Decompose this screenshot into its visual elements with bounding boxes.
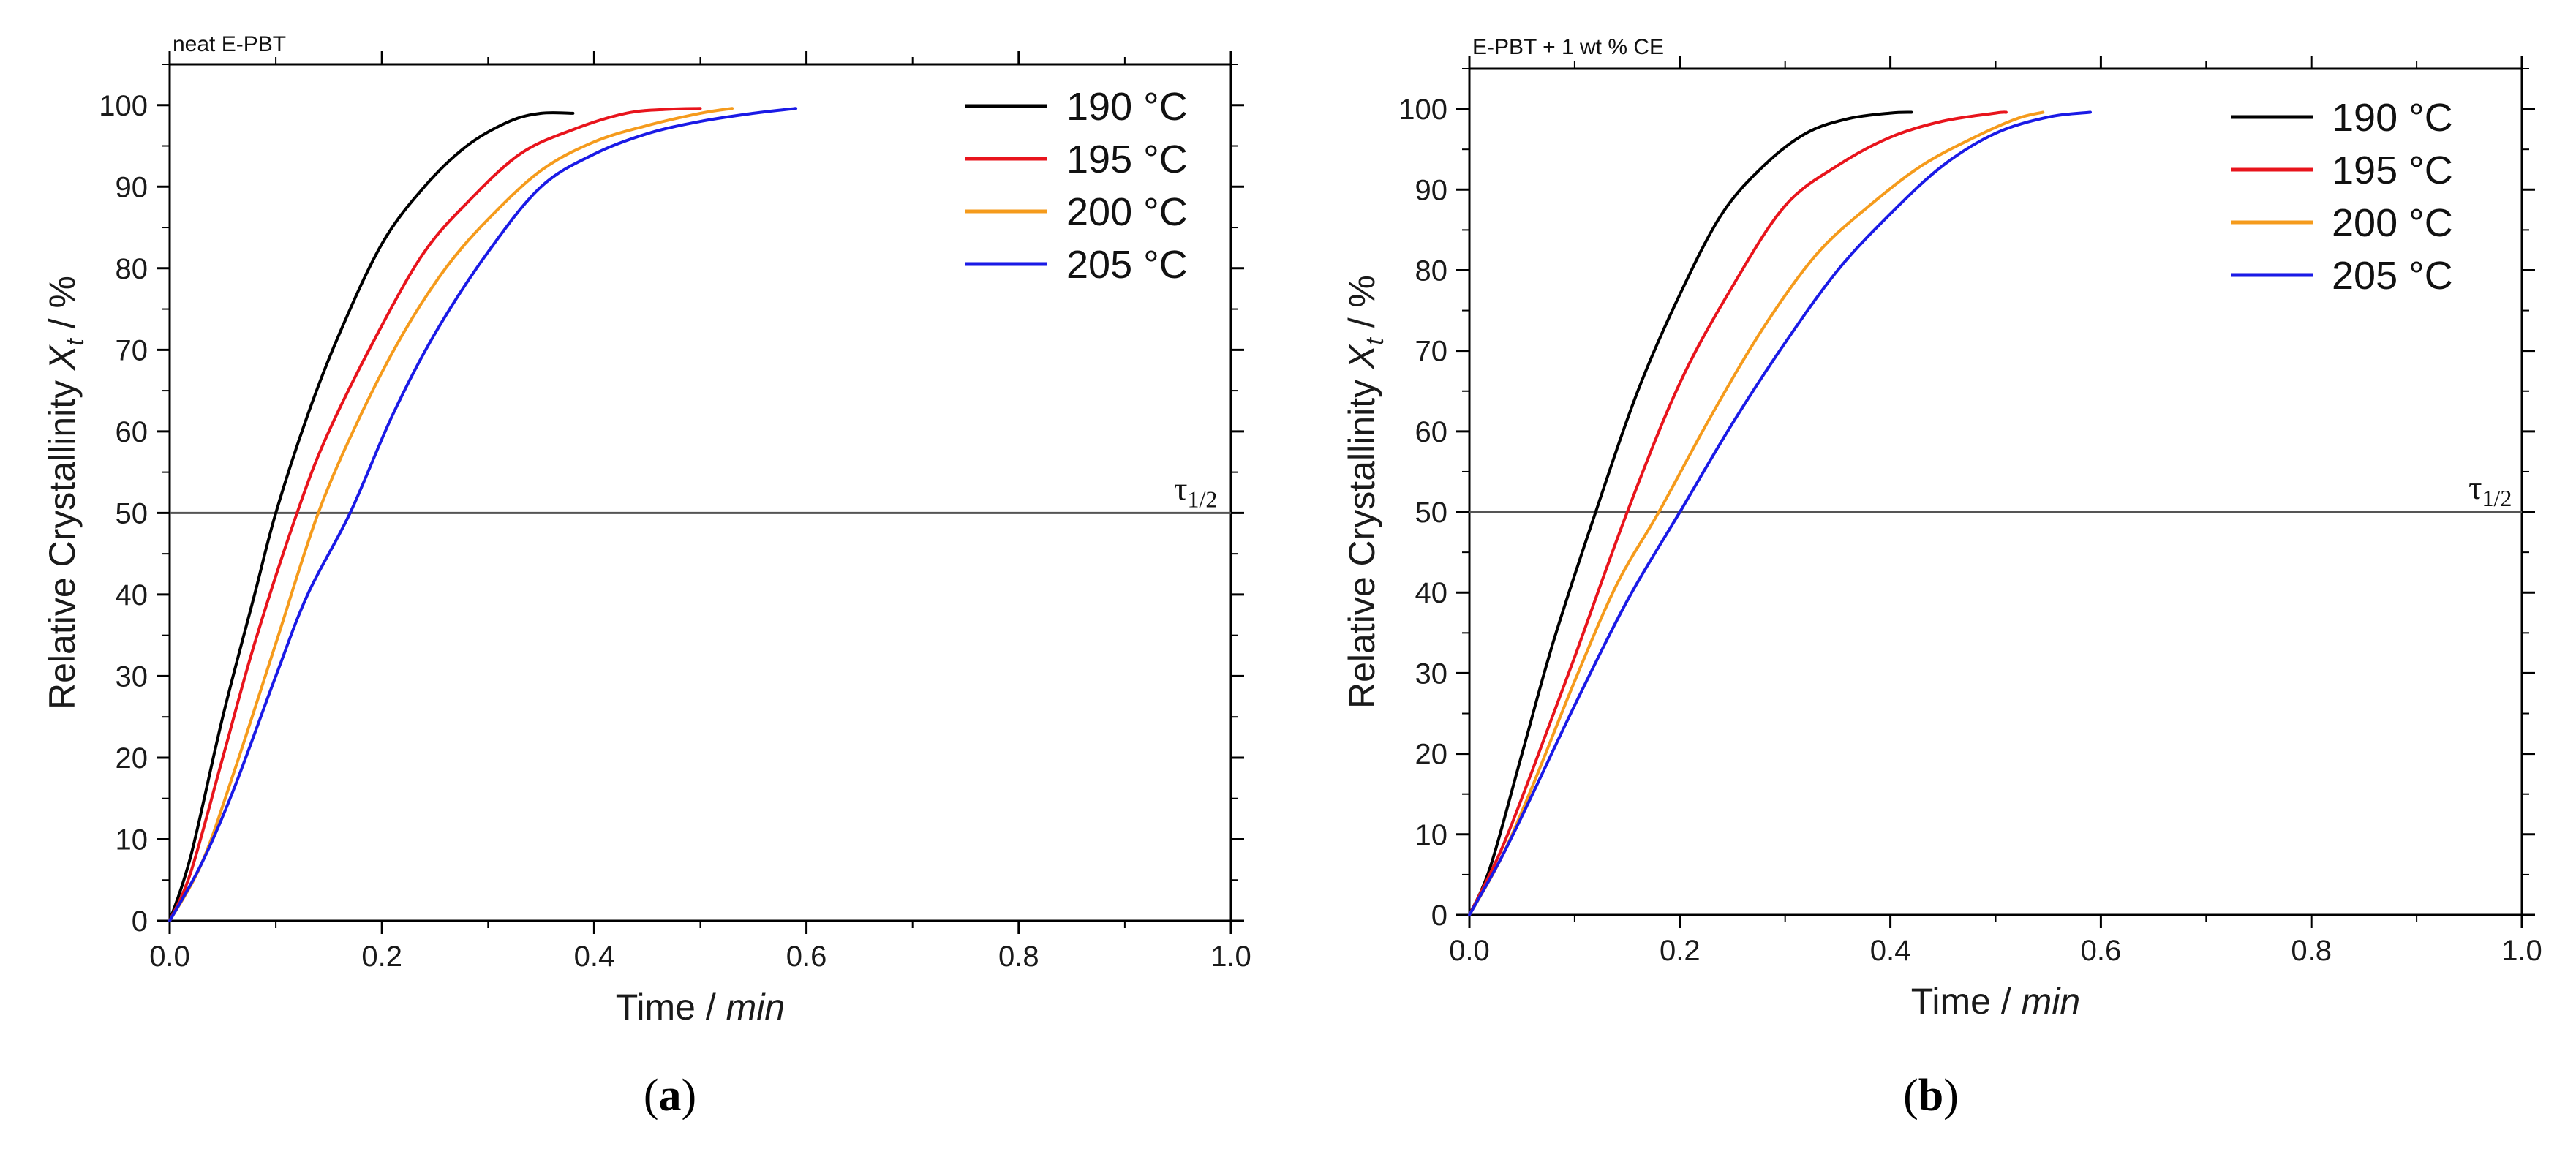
half-time-label-sub: 1/2: [1188, 486, 1218, 512]
y-tick-label: 90: [116, 171, 148, 203]
x-tick-label: 0.0: [149, 941, 190, 973]
y-axis-title-sub: t: [1361, 337, 1389, 345]
panel-caption-open: (: [1903, 1071, 1918, 1120]
series-line-200: [1468, 110, 2045, 916]
panel-caption-letter: a: [659, 1071, 682, 1120]
y-axis-title-unit: / %: [1341, 275, 1382, 338]
y-tick-label: 0: [132, 905, 148, 938]
half-time-label-sub: 1/2: [2482, 485, 2512, 511]
x-tick-label: 0.0: [1449, 935, 1490, 967]
y-axis-title-sub: t: [61, 338, 89, 346]
y-tick-label: 80: [116, 253, 148, 285]
y-tick-label: 30: [116, 660, 148, 693]
series-line-190: [168, 111, 575, 922]
panel-caption-close: ): [682, 1071, 697, 1120]
x-tick-label: 0.8: [998, 941, 1039, 973]
series-line-190: [1468, 110, 1913, 916]
legend-label: 195 °C: [1066, 137, 1188, 181]
legend-label: 190 °C: [2332, 96, 2453, 140]
series-line-195: [168, 107, 702, 922]
y-tick-label: 90: [1415, 174, 1448, 206]
x-tick-label: 0.2: [361, 941, 402, 973]
y-axis-title-text: Relative Crystallinity: [42, 370, 83, 709]
legend-label: 205 °C: [2332, 254, 2453, 298]
x-tick-label: 1.0: [1210, 941, 1251, 973]
legend-label: 200 °C: [2332, 201, 2453, 245]
panel-caption-close: ): [1943, 1071, 1959, 1120]
y-axis-title-text: Relative Crystallinity: [1341, 369, 1382, 709]
panel-caption-open: (: [644, 1071, 659, 1120]
x-axis-title: Time / min: [616, 987, 786, 1028]
y-axis-title: Relative Crystallinity Xt / %: [1341, 275, 1389, 709]
y-tick-label: 80: [1415, 255, 1448, 287]
x-tick-label: 0.6: [786, 941, 827, 973]
panel-caption: (b): [1903, 1071, 1959, 1120]
x-axis-title-unit: min: [2022, 981, 2081, 1022]
x-tick-label: 0.8: [2291, 935, 2332, 967]
y-tick-label: 30: [1415, 658, 1448, 690]
y-tick-label: 60: [1415, 416, 1448, 448]
chart-panel-2: E-PBT + 1 wt % CE 0.0 0.2 0.4 0.6 0.8 1.0 0 10 20…: [1341, 35, 2542, 1120]
y-tick-label: 70: [1415, 336, 1448, 368]
panel-caption-letter: b: [1918, 1071, 1943, 1120]
y-tick-label: 40: [1415, 577, 1448, 609]
y-tick-label: 100: [99, 90, 148, 122]
series-line-200: [168, 107, 734, 922]
panel-title: E-PBT + 1 wt % CE: [1472, 35, 1664, 59]
x-axis-title-text: Time /: [1911, 981, 2022, 1022]
y-tick-label: 50: [1415, 497, 1448, 529]
legend-label: 190 °C: [1066, 85, 1188, 129]
y-tick-label: 20: [1415, 739, 1448, 771]
half-time-label-symbol: τ: [2468, 469, 2482, 506]
panel-title: neat E-PBT: [173, 32, 286, 56]
y-axis-title-unit: / %: [42, 276, 83, 339]
series-line-205: [168, 107, 798, 922]
y-tick-label: 0: [1431, 900, 1447, 932]
x-tick-label: 1.0: [2501, 935, 2542, 967]
x-tick-label: 0.4: [1870, 935, 1911, 967]
y-tick-label: 50: [116, 497, 148, 530]
y-axis-title-var: X: [1341, 344, 1382, 370]
y-tick-label: 100: [1398, 94, 1447, 126]
x-axis-title: Time / min: [1911, 981, 2081, 1022]
y-tick-label: 10: [116, 824, 148, 856]
y-tick-label: 20: [116, 742, 148, 775]
y-tick-label: 60: [116, 416, 148, 448]
y-tick-label: 10: [1415, 819, 1448, 851]
legend-label: 195 °C: [2332, 148, 2453, 192]
half-time-label: τ1/2: [2468, 469, 2512, 511]
y-tick-label: 70: [116, 334, 148, 366]
y-axis-title: Relative Crystallinity Xt / %: [42, 276, 89, 709]
legend-label: 200 °C: [1066, 190, 1188, 234]
x-tick-label: 0.4: [574, 941, 615, 973]
y-tick-label: 40: [116, 579, 148, 611]
panel-caption: (a): [644, 1071, 696, 1120]
plot-frame: [1468, 67, 2523, 916]
x-tick-label: 0.6: [2081, 935, 2122, 967]
series-line-205: [1468, 110, 2093, 916]
x-axis-title-unit: min: [726, 987, 786, 1028]
legend-label: 205 °C: [1066, 243, 1188, 287]
series-line-195: [1468, 110, 2008, 916]
half-time-label-symbol: τ: [1174, 470, 1188, 507]
chart-panel-1: neat E-PBT 0.0 0.2 0.4 0.6 0.8 1.0 0 10 20 30 40 50 6…: [42, 32, 1251, 1120]
half-time-label: τ1/2: [1174, 470, 1217, 512]
x-tick-label: 0.2: [1660, 935, 1701, 967]
y-axis-title-var: X: [42, 344, 83, 371]
x-axis-title-text: Time /: [616, 987, 726, 1028]
